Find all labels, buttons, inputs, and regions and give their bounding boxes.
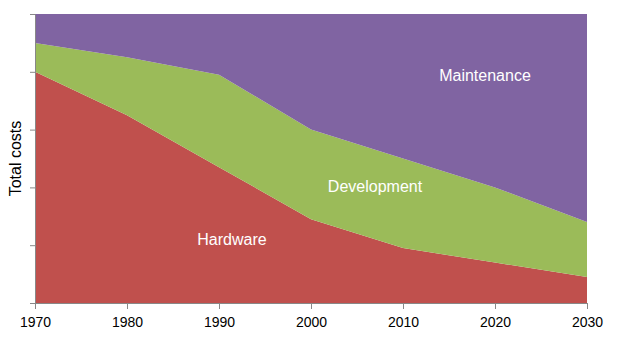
y-tick — [30, 14, 35, 15]
x-tick: 2020 — [480, 303, 511, 330]
x-tick: 2000 — [296, 303, 327, 330]
y-tick — [30, 245, 35, 246]
y-axis-title: Total costs — [7, 121, 24, 197]
x-tick: 1970 — [20, 303, 51, 330]
x-tick: 1990 — [204, 303, 235, 330]
y-tick-mark — [30, 245, 35, 246]
x-tick-label: 1970 — [20, 314, 51, 330]
y-tick — [30, 303, 35, 304]
area — [35, 14, 587, 222]
y-tick-mark — [30, 72, 35, 73]
x-tick-label: 1990 — [204, 314, 235, 330]
x-tick: 1980 — [112, 303, 143, 330]
x-axis: 1970 1980 1990 2000 2010 2020 2030 — [20, 303, 603, 330]
chart: 1970 1980 1990 2000 2010 2020 2030 Total costs H… — [0, 0, 618, 353]
x-tick: 2030 — [572, 303, 603, 330]
areas — [35, 14, 587, 303]
y-axis — [30, 15, 36, 304]
y-tick-mark — [30, 187, 35, 188]
x-tick-label: 2020 — [480, 314, 511, 330]
x-tick-mark — [495, 303, 496, 309]
series-label: Development — [328, 178, 423, 195]
y-tick — [30, 72, 35, 73]
y-tick-mark — [30, 130, 35, 131]
x-tick-mark — [35, 303, 36, 309]
x-tick-label: 2030 — [572, 314, 603, 330]
series-label: Hardware — [197, 231, 266, 248]
x-tick-label: 1980 — [112, 314, 143, 330]
x-tick-label: 2010 — [388, 314, 419, 330]
plot: 1970 1980 1990 2000 2010 2020 2030 — [20, 14, 603, 330]
x-tick-mark — [587, 303, 588, 309]
x-tick-label: 2000 — [296, 314, 327, 330]
x-tick-mark — [127, 303, 128, 309]
y-axis-line — [35, 15, 36, 304]
series-label: Maintenance — [439, 67, 531, 84]
y-tick-mark — [30, 303, 35, 304]
x-tick-mark — [403, 303, 404, 309]
x-tick-mark — [219, 303, 220, 309]
y-tick — [30, 130, 35, 131]
y-tick-mark — [30, 14, 35, 15]
x-tick: 2010 — [388, 303, 419, 330]
y-tick — [30, 187, 35, 188]
x-tick-mark — [311, 303, 312, 309]
